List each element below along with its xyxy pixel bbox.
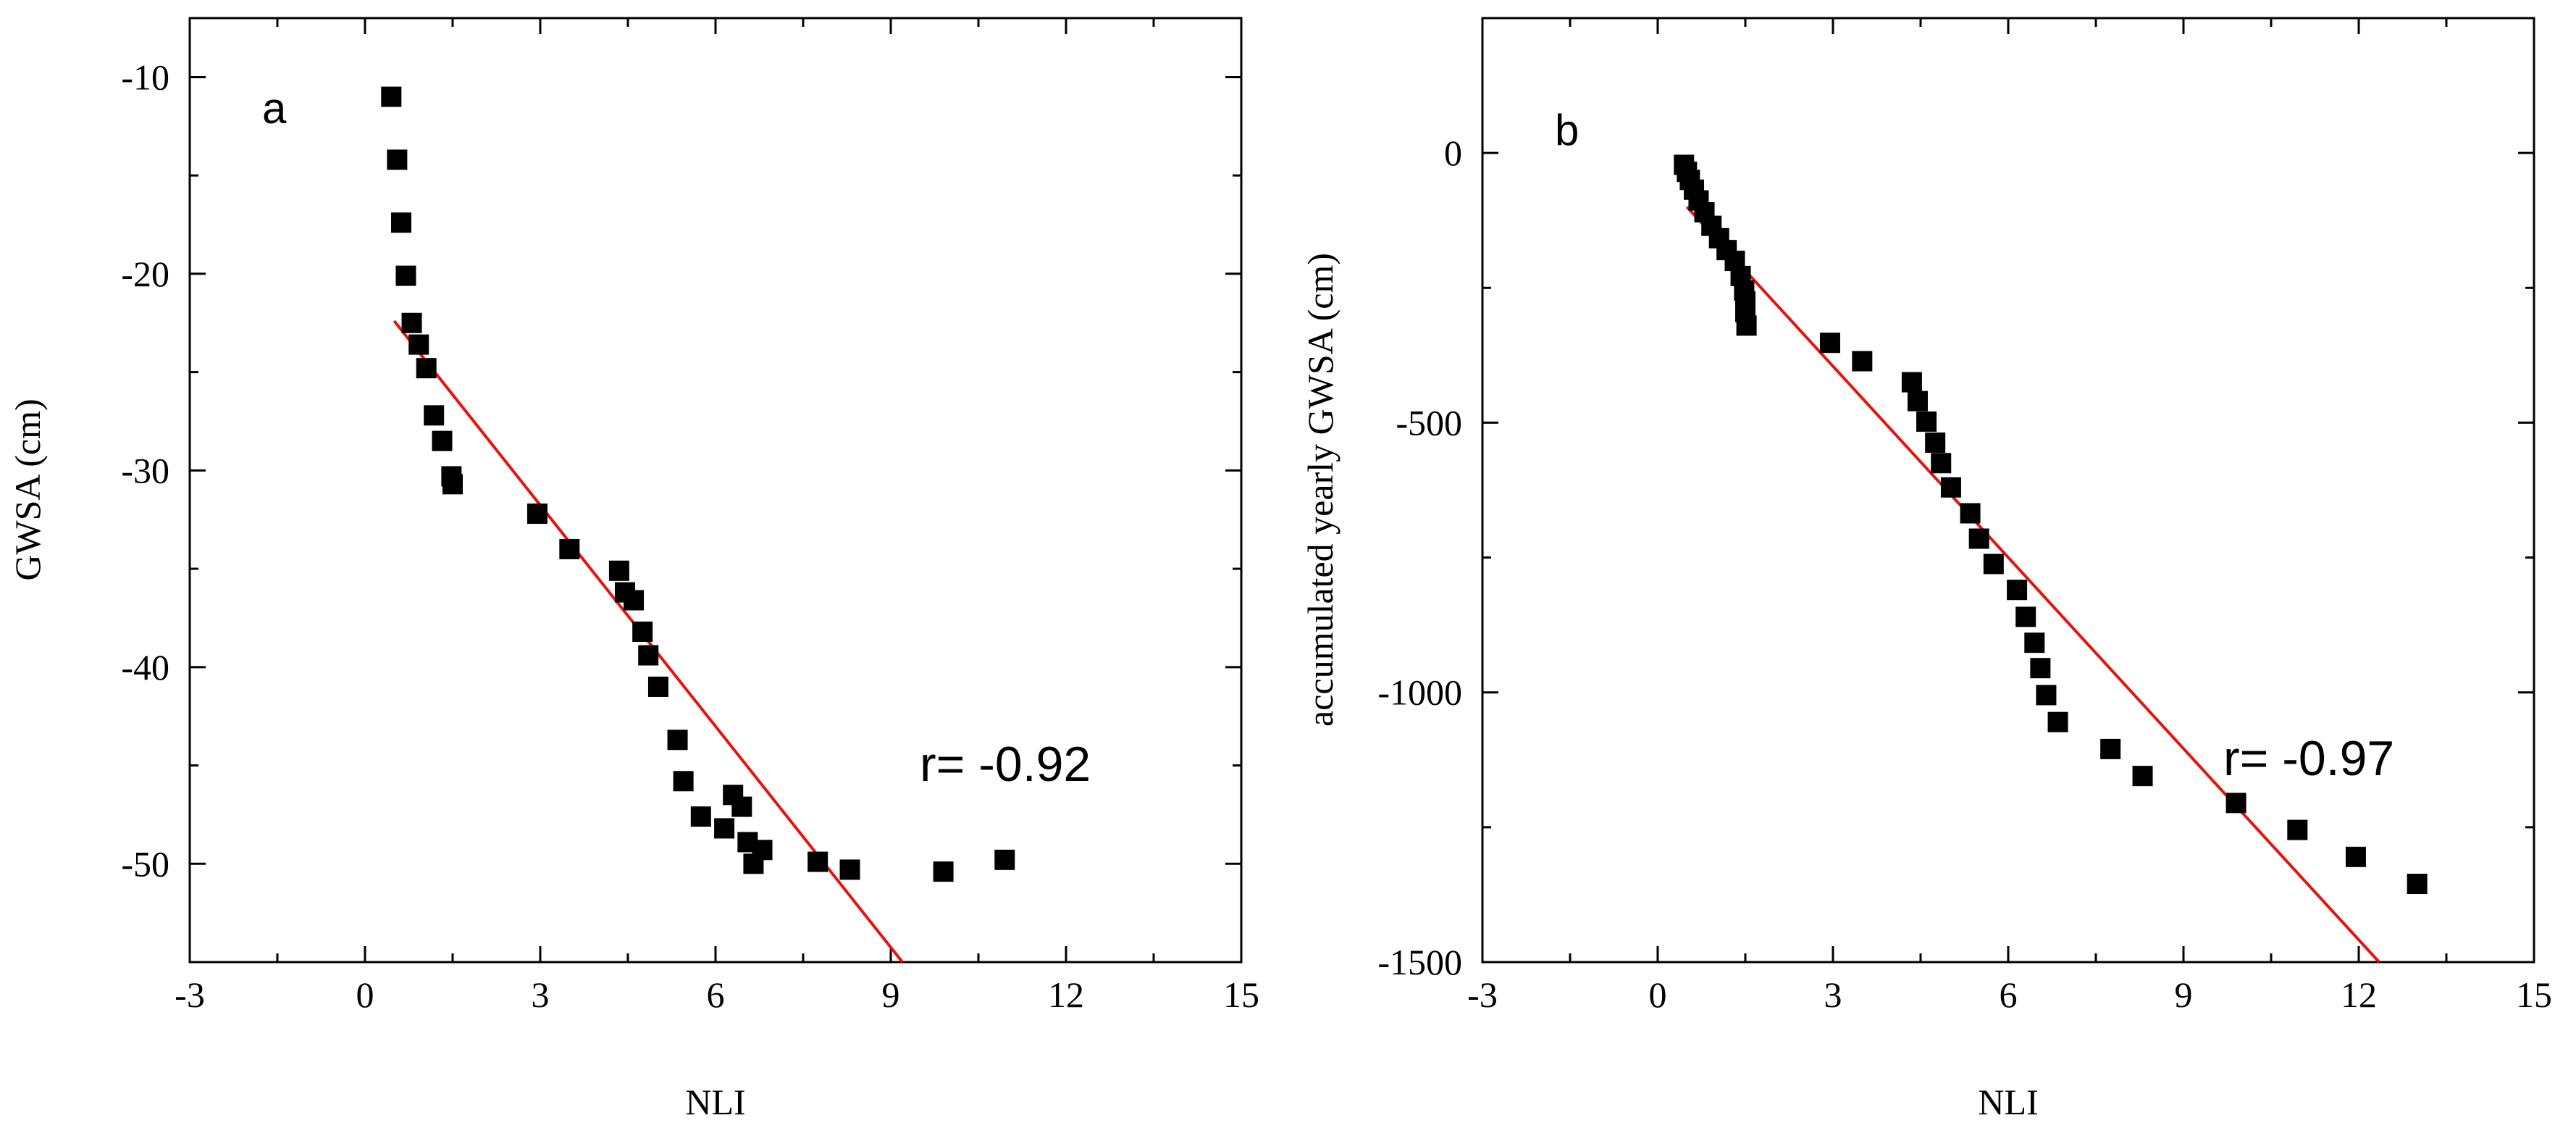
data-point	[416, 358, 437, 379]
data-point	[2345, 846, 2366, 867]
y-tick-label: -40	[121, 647, 169, 688]
data-point	[632, 621, 653, 642]
data-point	[624, 590, 645, 611]
data-point	[1852, 351, 1873, 372]
x-tick-label: 15	[1223, 974, 1259, 1015]
data-point	[638, 645, 659, 666]
y-tick-label: -20	[121, 254, 169, 294]
panel-label: a	[262, 84, 287, 133]
data-point	[391, 212, 412, 233]
data-point	[933, 861, 954, 882]
data-point	[731, 796, 752, 817]
data-point	[1940, 477, 1961, 498]
y-tick-label: -10	[121, 57, 169, 97]
y-tick-labels: -50 -40 -30 -20 -10	[121, 57, 169, 884]
x-tick-label: 9	[882, 974, 900, 1015]
data-point	[2100, 738, 2121, 759]
y-axis-label: GWSA (cm)	[7, 398, 48, 580]
y-tick-label: -500	[1396, 402, 1462, 443]
data-point	[1819, 333, 1840, 354]
y-tick-label: -50	[121, 843, 169, 884]
data-point	[839, 859, 860, 880]
data-point	[752, 840, 773, 861]
data-point	[401, 312, 422, 333]
data-point	[1968, 528, 1989, 549]
data-point	[647, 676, 668, 697]
data-points	[381, 86, 1015, 882]
regression-line	[1685, 206, 2380, 964]
correlation-annotation: r= -0.92	[920, 737, 1091, 792]
data-point	[608, 560, 629, 581]
data-point	[667, 730, 688, 751]
data-point	[2132, 766, 2153, 787]
x-tick-label: -3	[1467, 974, 1498, 1015]
data-point	[2024, 632, 2045, 653]
data-point	[408, 334, 429, 355]
data-point	[2287, 819, 2308, 840]
data-point	[2015, 606, 2036, 627]
data-point	[2047, 711, 2068, 732]
data-point	[559, 538, 580, 559]
data-point	[387, 149, 408, 170]
y-tick-labels: -1500 -1000 -500 0	[1377, 133, 1462, 982]
data-point	[432, 430, 453, 451]
data-point	[2225, 793, 2246, 814]
x-tick-label: 6	[707, 974, 725, 1015]
data-point	[807, 851, 828, 872]
x-tick-label: 9	[2175, 974, 2193, 1015]
data-point	[1736, 315, 1757, 336]
data-point	[1907, 390, 1928, 411]
panel-label: b	[1555, 106, 1579, 154]
chart-panel-a: -3 0 3 6 9 12 15 -50-40-30-20-10 a r= -0.92 NL…	[7, 17, 1259, 1122]
chart-panel-b: -3 0 3 6 9 12 15 -1500 -1000 -500 0 b r= -0.97 NL…	[1300, 17, 2552, 1122]
y-tick-label: 0	[1444, 133, 1462, 173]
data-point	[1925, 432, 1946, 453]
x-tick-labels: -3 0 3 6 9 12 15	[1467, 974, 2552, 1015]
data-point	[424, 405, 445, 426]
data-point	[1983, 553, 2004, 575]
data-point	[1901, 372, 1922, 393]
data-point	[690, 806, 711, 827]
data-point	[442, 474, 463, 495]
data-point	[1916, 411, 1937, 432]
x-tick-label: -3	[175, 974, 205, 1015]
correlation-annotation: r= -0.97	[2223, 731, 2394, 786]
x-axis-label: NLI	[685, 1082, 745, 1122]
data-point	[673, 771, 694, 792]
x-axis-label: NLI	[1978, 1082, 2038, 1122]
axis-ticks	[188, 18, 1243, 964]
data-point	[1960, 503, 1981, 524]
x-tick-label: 12	[2341, 974, 2377, 1015]
x-tick-label: 3	[1824, 974, 1842, 1015]
x-tick-label: 12	[1048, 974, 1084, 1015]
x-tick-label: 6	[2000, 974, 2018, 1015]
x-tick-label: 15	[2516, 974, 2552, 1015]
y-tick-label: -30	[121, 450, 169, 490]
y-tick-label: -1500	[1377, 942, 1462, 982]
data-point	[2407, 874, 2428, 895]
data-point	[2030, 658, 2051, 679]
data-point	[2036, 685, 2057, 706]
axis-ticks	[1481, 17, 2535, 964]
data-points	[1674, 154, 2428, 895]
data-point	[994, 849, 1015, 870]
data-point	[381, 86, 402, 107]
data-point	[526, 504, 547, 525]
data-point	[1931, 453, 1952, 474]
data-point	[2007, 580, 2028, 601]
data-point	[395, 265, 416, 286]
plot-frame	[1481, 17, 2535, 964]
x-tick-labels: -3 0 3 6 9 12 15	[175, 974, 1259, 1015]
x-tick-label: 0	[356, 974, 374, 1015]
y-axis-label: accumulated yearly GWSA (cm)	[1300, 253, 1341, 727]
data-point	[714, 818, 735, 839]
y-tick-label: -1000	[1377, 672, 1462, 713]
x-tick-label: 3	[532, 974, 550, 1015]
x-tick-label: 0	[1649, 974, 1667, 1015]
